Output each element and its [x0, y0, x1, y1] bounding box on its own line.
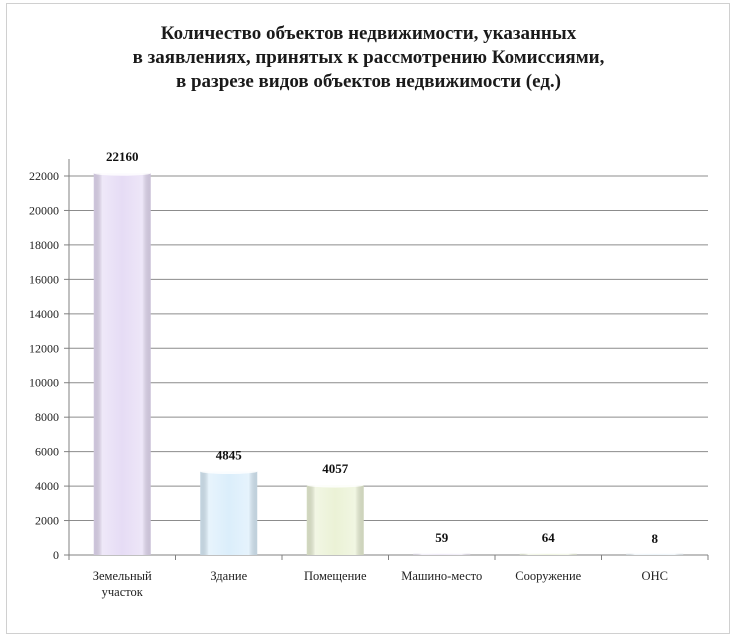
y-tick-label: 8000 — [35, 410, 59, 424]
bar-shading — [626, 553, 684, 555]
x-category-label: Сооружение — [515, 569, 581, 583]
bar-shading — [519, 553, 577, 555]
y-tick-label: 4000 — [35, 479, 59, 493]
x-category-label: Помещение — [304, 569, 367, 583]
y-tick-label: 18000 — [29, 238, 59, 252]
bar-shading — [200, 471, 258, 555]
y-tick-label: 12000 — [29, 341, 59, 355]
data-label: 64 — [542, 530, 556, 545]
data-label: 59 — [435, 530, 449, 545]
data-label: 22160 — [106, 149, 139, 164]
bar-top-highlight — [93, 170, 151, 176]
chart-title: Количество объектов недвижимости, указан… — [0, 22, 737, 94]
x-category-label: ОНС — [642, 569, 668, 583]
bar-top-highlight — [200, 469, 258, 475]
y-tick-label: 20000 — [29, 203, 59, 217]
x-category-label: Здание — [210, 569, 247, 583]
bar-shading — [413, 553, 471, 555]
bar-shading — [93, 173, 151, 555]
y-tick-label: 2000 — [35, 514, 59, 528]
bar-top-highlight — [306, 482, 364, 488]
y-tick-label: 22000 — [29, 169, 59, 183]
data-label: 4057 — [322, 461, 349, 476]
y-tick-label: 6000 — [35, 445, 59, 459]
x-category-label: участок — [102, 585, 144, 599]
x-category-label: Земельный — [93, 569, 152, 583]
y-tick-label: 10000 — [29, 376, 59, 390]
chart-title-line-3: в разрезе видов объектов недвижимости (е… — [175, 71, 562, 92]
y-tick-label: 0 — [53, 548, 59, 562]
chart-title-line-2: в заявлениях, принятых к рассмотрению Ко… — [132, 47, 605, 68]
x-category-label: Машино-место — [401, 569, 482, 583]
bar-shading — [306, 485, 364, 555]
chart-title-line-1: Количество объектов недвижимости, указан… — [160, 23, 577, 44]
data-label: 8 — [652, 531, 659, 546]
y-tick-label: 16000 — [29, 272, 59, 286]
data-label: 4845 — [216, 448, 243, 463]
y-tick-label: 14000 — [29, 307, 59, 321]
